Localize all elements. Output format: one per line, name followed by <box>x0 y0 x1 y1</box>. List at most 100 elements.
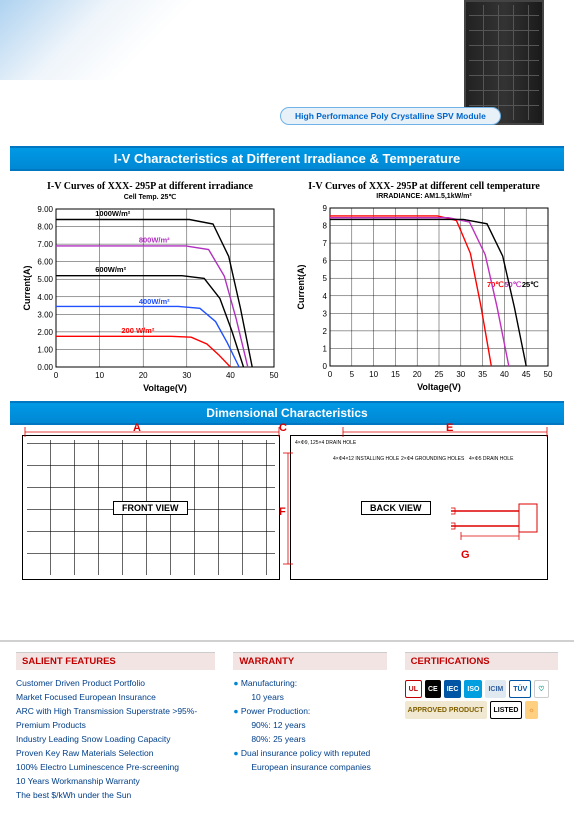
chart-right-svg: 012345678905101520253035404550Voltage(V)… <box>294 202 554 392</box>
svg-text:5: 5 <box>350 370 355 379</box>
warranty-line: 10 years <box>251 690 386 704</box>
section-iv-title: I-V Characteristics at Different Irradia… <box>10 146 564 171</box>
warranty-line: European insurance companies <box>251 760 386 774</box>
chart-irradiance: I-V Curves of XXX- 295P at different irr… <box>20 181 280 395</box>
top-header: High Performance Poly Crystalline SPV Mo… <box>0 0 574 140</box>
cert-badge: ISO <box>464 680 482 698</box>
svg-text:9: 9 <box>323 204 328 213</box>
svg-text:200 W/m²: 200 W/m² <box>121 326 154 335</box>
back-note: 4×Φ9, 125×4 DRAIN HOLE <box>295 440 356 446</box>
svg-text:5.00: 5.00 <box>37 275 53 284</box>
warranty-column: WARRANTY Manufacturing:10 yearsPower Pro… <box>227 652 392 802</box>
feature-item: Proven Key Raw Materials Selection <box>16 746 215 760</box>
svg-text:25: 25 <box>435 370 444 379</box>
front-view-label: FRONT VIEW <box>113 501 188 515</box>
svg-text:0.00: 0.00 <box>37 363 53 372</box>
cert-badge: UL <box>405 680 422 698</box>
svg-text:70℃: 70℃ <box>487 280 504 289</box>
certs-column: CERTIFICATIONS ULCEIECISOICIMTÜV♡APPROVE… <box>399 652 564 802</box>
svg-text:40: 40 <box>226 371 235 380</box>
cert-badge: TÜV <box>509 680 531 698</box>
chart-left-svg: 0.00 1.00 2.00 3.00 4.00 5.00 6.00 7.00 8.00 9.00… <box>20 203 280 393</box>
dim-arrow-E <box>341 427 549 437</box>
features-header: SALIENT FEATURES <box>16 652 215 670</box>
dim-G: G <box>461 549 470 561</box>
svg-text:10: 10 <box>95 371 104 380</box>
back-note: 2×Φ4 GROUNDING HOLES <box>401 456 464 462</box>
svg-text:7.00: 7.00 <box>37 240 53 249</box>
cert-badge: ♡ <box>534 680 548 698</box>
cert-badge: LISTED <box>490 701 523 719</box>
svg-text:4: 4 <box>323 292 328 301</box>
svg-text:8.00: 8.00 <box>37 223 53 232</box>
warranty-list: Manufacturing:10 yearsPower Production:9… <box>233 676 386 774</box>
chart-left-subtitle: Cell Temp. 25℃ <box>20 193 280 201</box>
back-note: 4×Φ4×12 INSTALLING HOLE <box>333 456 399 462</box>
warranty-line: Manufacturing: <box>233 676 386 690</box>
warranty-line: Dual insurance policy with reputed <box>233 746 386 760</box>
svg-text:7: 7 <box>323 239 328 248</box>
svg-text:30: 30 <box>456 370 465 379</box>
svg-text:5: 5 <box>323 274 328 283</box>
svg-text:Current(A): Current(A) <box>22 266 32 311</box>
svg-text:6.00: 6.00 <box>37 258 53 267</box>
svg-text:2.00: 2.00 <box>37 328 53 337</box>
chart-right-title: I-V Curves of XXX- 295P at different cel… <box>294 181 554 192</box>
warranty-line: 90%: 12 years <box>251 718 386 732</box>
feature-item: 10 Years Workmanship Warranty <box>16 774 215 788</box>
charts-row: I-V Curves of XXX- 295P at different irr… <box>0 181 574 395</box>
feature-item: ARC with High Transmission Superstrate >… <box>16 704 215 732</box>
warranty-header: WARRANTY <box>233 652 386 670</box>
dim-arrow-F <box>283 451 293 566</box>
feature-item: Market Focused European Insurance <box>16 690 215 704</box>
cert-badge: CE <box>425 680 441 698</box>
warranty-line: Power Production: <box>233 704 386 718</box>
svg-text:50: 50 <box>270 371 279 380</box>
warranty-line: 80%: 25 years <box>251 732 386 746</box>
svg-text:600W/m²: 600W/m² <box>95 265 126 274</box>
svg-text:1000W/m²: 1000W/m² <box>95 209 131 218</box>
svg-text:25℃: 25℃ <box>522 280 539 289</box>
section-dim-title: Dimensional Characteristics <box>10 401 564 425</box>
svg-text:6: 6 <box>323 257 328 266</box>
svg-text:40: 40 <box>500 370 509 379</box>
svg-text:3: 3 <box>323 309 328 318</box>
dim-arrow-A <box>23 427 281 437</box>
svg-text:50: 50 <box>544 370 553 379</box>
chart-left-title: I-V Curves of XXX- 295P at different irr… <box>20 181 280 192</box>
svg-text:0: 0 <box>328 370 333 379</box>
svg-text:1: 1 <box>323 344 328 353</box>
cert-badge: IEC <box>444 680 462 698</box>
svg-text:15: 15 <box>391 370 400 379</box>
certs-list: ULCEIECISOICIMTÜV♡ APPROVED PRODUCTLISTED… <box>405 676 558 723</box>
back-view-box: E F G 4×Φ9, 125×4 DRAIN HOLE4×Φ4×12 INST… <box>290 435 548 580</box>
chart-temperature: I-V Curves of XXX- 295P at different cel… <box>294 181 554 395</box>
front-view-box: A C FRONT VIEW <box>22 435 280 580</box>
dimensions-row: A C FRONT VIEW E F G 4×Φ9, 125×4 DRAIN H… <box>0 435 574 580</box>
bottom-columns: SALIENT FEATURES Customer Driven Product… <box>0 640 574 802</box>
svg-text:20: 20 <box>139 371 148 380</box>
svg-text:Voltage(V): Voltage(V) <box>143 383 187 393</box>
features-list: Customer Driven Product PortfolioMarket … <box>16 676 215 802</box>
cert-badge: ICIM <box>485 680 506 698</box>
svg-text:9.00: 9.00 <box>37 205 53 214</box>
svg-text:Voltage(V): Voltage(V) <box>417 382 461 392</box>
svg-text:2: 2 <box>323 327 328 336</box>
back-view-label: BACK VIEW <box>361 501 431 515</box>
features-column: SALIENT FEATURES Customer Driven Product… <box>10 652 221 802</box>
feature-item: Industry Leading Snow Loading Capacity <box>16 732 215 746</box>
cert-badge: ☼ <box>525 701 537 719</box>
junction-box <box>451 496 541 541</box>
feature-item: The best $/kWh under the Sun <box>16 788 215 802</box>
product-tag: High Performance Poly Crystalline SPV Mo… <box>280 107 501 125</box>
svg-text:Current(A): Current(A) <box>296 265 306 310</box>
svg-text:3.00: 3.00 <box>37 310 53 319</box>
feature-item: Customer Driven Product Portfolio <box>16 676 215 690</box>
cert-badge: APPROVED PRODUCT <box>405 701 487 719</box>
svg-text:1.00: 1.00 <box>37 345 53 354</box>
svg-text:35: 35 <box>478 370 487 379</box>
svg-text:4.00: 4.00 <box>37 293 53 302</box>
svg-text:0: 0 <box>54 371 59 380</box>
svg-text:45: 45 <box>522 370 531 379</box>
back-note: 4×Φ5 DRAIN HOLE <box>469 456 513 462</box>
